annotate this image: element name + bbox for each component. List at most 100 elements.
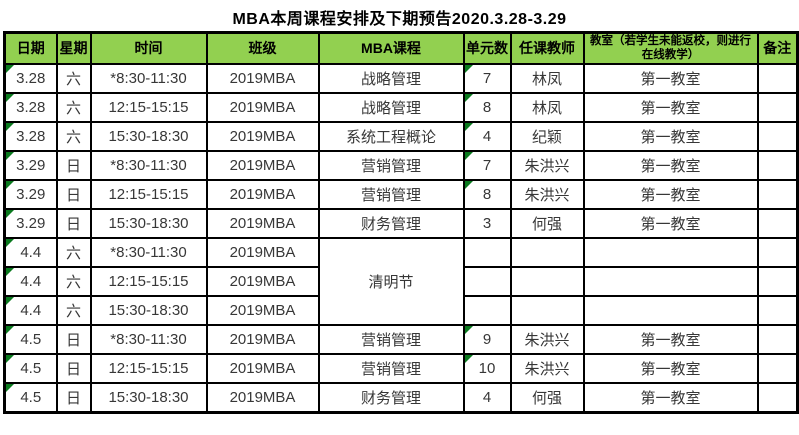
cell-day[interactable]: 六 xyxy=(55,266,92,297)
header-teacher[interactable]: 任课教师 xyxy=(509,31,585,65)
cell-day[interactable]: 六 xyxy=(55,295,92,326)
cell-day[interactable]: 日 xyxy=(55,353,92,384)
cell-note[interactable] xyxy=(756,295,799,326)
cell-room[interactable]: 第一教室 xyxy=(582,208,759,239)
cell-day[interactable]: 日 xyxy=(55,324,92,355)
cell-time[interactable]: 12:15-15:15 xyxy=(89,92,208,123)
cell-date[interactable]: 4.5 xyxy=(3,382,58,414)
header-date[interactable]: 日期 xyxy=(3,31,58,65)
cell-day[interactable]: 日 xyxy=(55,179,92,210)
cell-teacher[interactable]: 朱洪兴 xyxy=(509,179,585,210)
cell-room[interactable]: 第一教室 xyxy=(582,353,759,384)
header-note[interactable]: 备注 xyxy=(756,31,799,65)
cell-room[interactable] xyxy=(582,266,759,297)
header-room[interactable]: 教室（若学生未能返校，则进行在线教学） xyxy=(582,31,759,65)
cell-class[interactable]: 2019MBA xyxy=(205,295,320,326)
cell-class[interactable]: 2019MBA xyxy=(205,324,320,355)
cell-course[interactable]: 系统工程概论 xyxy=(317,121,465,152)
cell-date[interactable]: 3.29 xyxy=(3,208,58,239)
cell-units[interactable]: 4 xyxy=(462,382,512,414)
cell-time[interactable]: 15:30-18:30 xyxy=(89,295,208,326)
cell-class[interactable]: 2019MBA xyxy=(205,382,320,414)
cell-time[interactable]: *8:30-11:30 xyxy=(89,63,208,94)
cell-date[interactable]: 3.29 xyxy=(3,150,58,181)
cell-teacher[interactable] xyxy=(509,237,585,268)
cell-room[interactable]: 第一教室 xyxy=(582,382,759,414)
cell-class[interactable]: 2019MBA xyxy=(205,63,320,94)
cell-day[interactable]: 六 xyxy=(55,92,92,123)
cell-day[interactable]: 六 xyxy=(55,121,92,152)
cell-teacher[interactable]: 林凤 xyxy=(509,92,585,123)
cell-units[interactable] xyxy=(462,266,512,297)
cell-day[interactable]: 日 xyxy=(55,150,92,181)
cell-class[interactable]: 2019MBA xyxy=(205,92,320,123)
cell-note[interactable] xyxy=(756,121,799,152)
cell-course[interactable]: 营销管理 xyxy=(317,150,465,181)
header-units[interactable]: 单元数 xyxy=(462,31,512,65)
cell-teacher[interactable]: 林凤 xyxy=(509,63,585,94)
cell-room[interactable]: 第一教室 xyxy=(582,92,759,123)
cell-course[interactable]: 战略管理 xyxy=(317,63,465,94)
cell-units[interactable] xyxy=(462,295,512,326)
cell-course[interactable]: 营销管理 xyxy=(317,353,465,384)
cell-note[interactable] xyxy=(756,63,799,94)
cell-course[interactable]: 营销管理 xyxy=(317,179,465,210)
cell-class[interactable]: 2019MBA xyxy=(205,179,320,210)
cell-date[interactable]: 3.28 xyxy=(3,121,58,152)
cell-room[interactable]: 第一教室 xyxy=(582,63,759,94)
cell-date[interactable]: 4.4 xyxy=(3,266,58,297)
cell-teacher[interactable] xyxy=(509,266,585,297)
cell-date[interactable]: 4.5 xyxy=(3,324,58,355)
cell-time[interactable]: 12:15-15:15 xyxy=(89,353,208,384)
cell-teacher[interactable]: 朱洪兴 xyxy=(509,150,585,181)
cell-time[interactable]: 15:30-18:30 xyxy=(89,208,208,239)
cell-time[interactable]: *8:30-11:30 xyxy=(89,237,208,268)
cell-units[interactable]: 9 xyxy=(462,324,512,355)
cell-course[interactable]: 财务管理 xyxy=(317,382,465,414)
cell-time[interactable]: *8:30-11:30 xyxy=(89,324,208,355)
cell-note[interactable] xyxy=(756,179,799,210)
cell-room[interactable]: 第一教室 xyxy=(582,121,759,152)
cell-teacher[interactable]: 朱洪兴 xyxy=(509,353,585,384)
cell-class[interactable]: 2019MBA xyxy=(205,237,320,268)
cell-note[interactable] xyxy=(756,150,799,181)
cell-date[interactable]: 3.28 xyxy=(3,92,58,123)
cell-day[interactable]: 日 xyxy=(55,208,92,239)
header-weekday[interactable]: 星期 xyxy=(55,31,92,65)
cell-units[interactable] xyxy=(462,237,512,268)
cell-class[interactable]: 2019MBA xyxy=(205,353,320,384)
cell-time[interactable]: *8:30-11:30 xyxy=(89,150,208,181)
cell-class[interactable]: 2019MBA xyxy=(205,150,320,181)
cell-note[interactable] xyxy=(756,353,799,384)
cell-time[interactable]: 15:30-18:30 xyxy=(89,121,208,152)
cell-note[interactable] xyxy=(756,208,799,239)
header-course[interactable]: MBA课程 xyxy=(317,31,465,65)
cell-room[interactable]: 第一教室 xyxy=(582,324,759,355)
cell-date[interactable]: 3.29 xyxy=(3,179,58,210)
cell-teacher[interactable]: 朱洪兴 xyxy=(509,324,585,355)
cell-class[interactable]: 2019MBA xyxy=(205,208,320,239)
cell-teacher[interactable]: 纪颖 xyxy=(509,121,585,152)
header-time[interactable]: 时间 xyxy=(89,31,208,65)
cell-teacher[interactable]: 何强 xyxy=(509,208,585,239)
cell-day[interactable]: 六 xyxy=(55,237,92,268)
cell-time[interactable]: 12:15-15:15 xyxy=(89,266,208,297)
cell-course[interactable]: 战略管理 xyxy=(317,92,465,123)
cell-date[interactable]: 4.5 xyxy=(3,353,58,384)
cell-room[interactable] xyxy=(582,295,759,326)
cell-units[interactable]: 7 xyxy=(462,150,512,181)
cell-day[interactable]: 日 xyxy=(55,382,92,414)
cell-note[interactable] xyxy=(756,92,799,123)
cell-note[interactable] xyxy=(756,324,799,355)
cell-course[interactable]: 清明节 xyxy=(317,237,465,326)
cell-course[interactable]: 营销管理 xyxy=(317,324,465,355)
cell-units[interactable]: 8 xyxy=(462,92,512,123)
header-class[interactable]: 班级 xyxy=(205,31,320,65)
cell-units[interactable]: 7 xyxy=(462,63,512,94)
cell-date[interactable]: 3.28 xyxy=(3,63,58,94)
cell-note[interactable] xyxy=(756,266,799,297)
cell-units[interactable]: 4 xyxy=(462,121,512,152)
cell-note[interactable] xyxy=(756,382,799,414)
cell-class[interactable]: 2019MBA xyxy=(205,121,320,152)
cell-room[interactable]: 第一教室 xyxy=(582,179,759,210)
